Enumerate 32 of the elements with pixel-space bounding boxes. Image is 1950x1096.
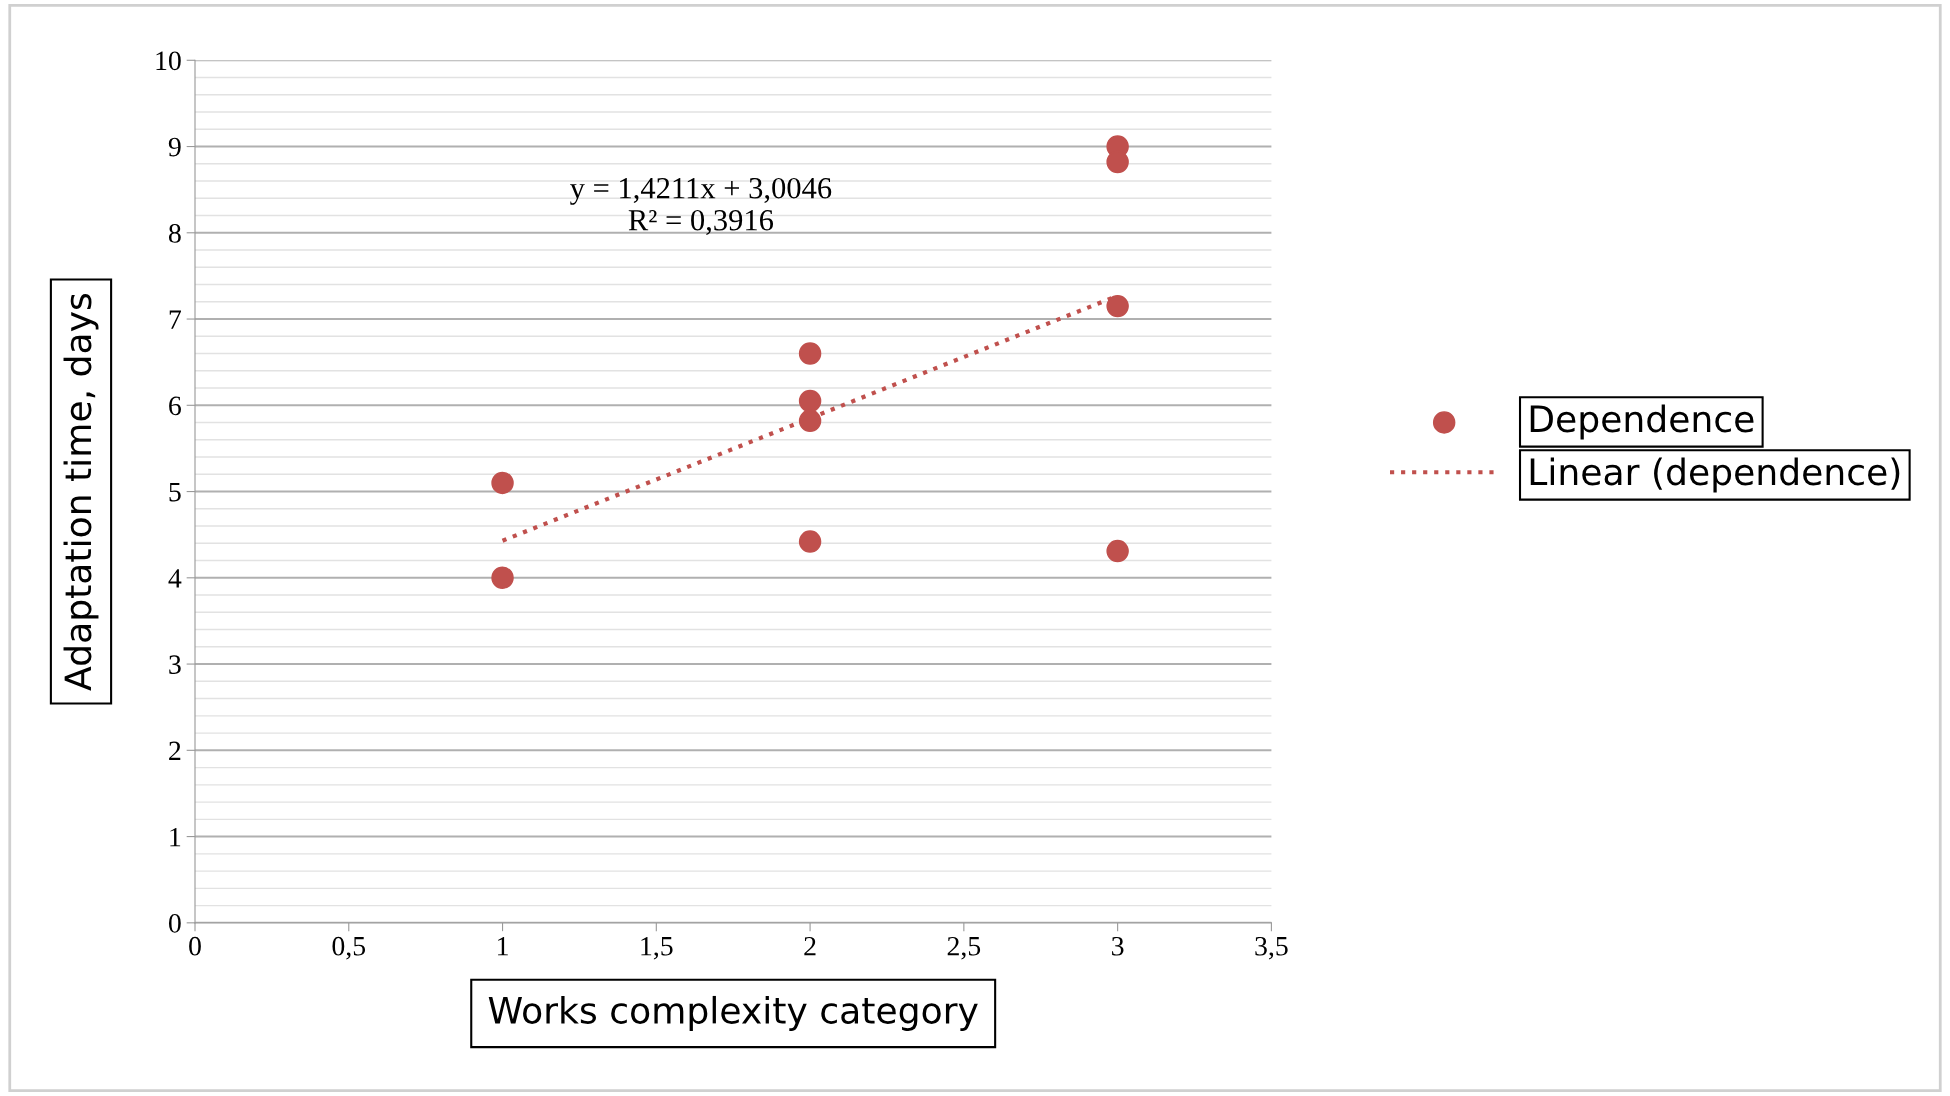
point <box>1106 539 1129 563</box>
point <box>798 342 822 365</box>
legend-label: Dependence <box>1530 404 1754 440</box>
x-tick-label: 3,5 <box>1255 936 1288 960</box>
y-tick-label: 8 <box>168 223 181 243</box>
point <box>491 566 514 590</box>
x-tick-label: 3 <box>1112 936 1124 956</box>
y-tick-label: 0 <box>168 914 181 933</box>
y-tick-label: 2 <box>169 741 181 760</box>
legend-label: Linear (dependence) <box>1530 457 1900 493</box>
y-tick-label: 6 <box>169 396 181 416</box>
point <box>798 530 822 553</box>
y-tick-label: 7 <box>169 310 182 329</box>
point <box>1106 294 1129 318</box>
y-tick-label: 4 <box>168 569 182 588</box>
point <box>491 471 514 495</box>
point <box>798 389 822 413</box>
x-tick-label: 2 <box>804 936 816 956</box>
x-axis-title: Works complexity category <box>488 995 978 1031</box>
x-tick-label: 2,5 <box>947 936 981 960</box>
y-tick-label: 9 <box>168 137 181 157</box>
x-tick-label: 0 <box>189 936 201 956</box>
point <box>798 409 822 433</box>
y-tick-label: 5 <box>169 483 181 502</box>
x-tick-label: 1,5 <box>641 936 673 960</box>
y-tick-label: 10 <box>156 51 181 71</box>
annotation: y = 1,4211x + 3,0046 R² = 0,3916 <box>570 177 832 235</box>
x-tick-label: 1 <box>498 936 508 956</box>
y-tick-label: 3 <box>169 655 181 674</box>
x-tick-label: 0,5 <box>332 936 366 960</box>
y-axis-title: Adaptation time, days <box>63 293 99 691</box>
y-tick-label: 1 <box>170 827 181 847</box>
